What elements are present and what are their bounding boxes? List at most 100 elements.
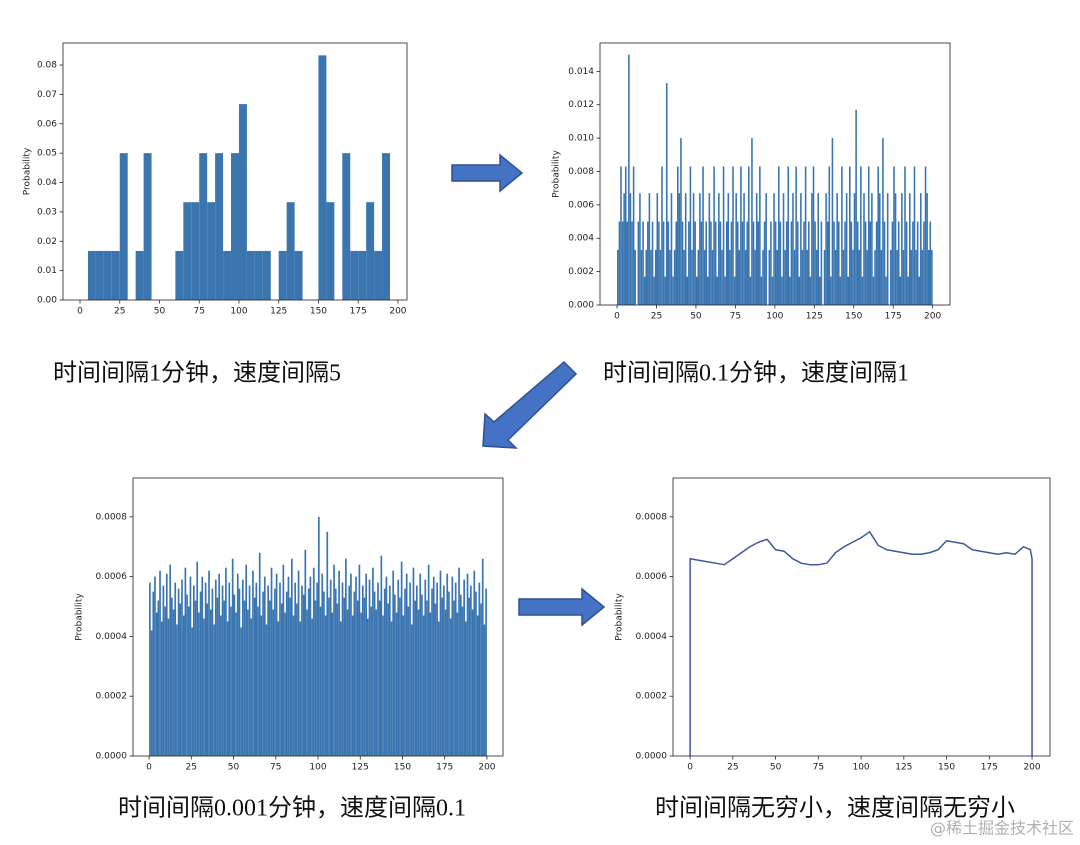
bar xyxy=(659,249,662,305)
bar xyxy=(809,276,812,305)
x-tick-label: 0 xyxy=(687,763,693,773)
bar xyxy=(254,250,263,300)
bar xyxy=(373,591,376,756)
y-tick-label: 0.014 xyxy=(568,67,594,77)
bar xyxy=(410,624,413,756)
x-tick-label: 175 xyxy=(981,763,998,773)
bar xyxy=(341,582,344,756)
x-tick-label: 200 xyxy=(478,763,495,773)
bar xyxy=(353,591,356,756)
bar xyxy=(478,582,481,756)
bar xyxy=(466,573,469,756)
bar xyxy=(642,221,644,305)
x-tick-label: 0 xyxy=(614,312,620,322)
bar xyxy=(700,221,703,305)
bar xyxy=(904,166,906,305)
bar xyxy=(448,591,450,756)
bar xyxy=(179,603,182,756)
bar xyxy=(814,221,816,305)
bar xyxy=(385,576,388,756)
bar xyxy=(782,193,785,305)
bar xyxy=(414,600,416,756)
bar xyxy=(927,249,930,305)
bar xyxy=(763,221,766,305)
x-tick-label: 200 xyxy=(1023,763,1040,773)
bar xyxy=(230,606,232,756)
bar xyxy=(326,531,329,756)
bar xyxy=(290,558,293,756)
bar xyxy=(95,250,104,300)
y-tick-label: 0.006 xyxy=(568,200,594,210)
bar xyxy=(789,276,791,305)
bar xyxy=(365,573,367,756)
bar xyxy=(370,606,373,756)
x-tick-label: 75 xyxy=(194,307,205,317)
bar xyxy=(186,594,188,756)
bar xyxy=(358,564,361,756)
bar xyxy=(908,193,911,305)
bar xyxy=(738,249,741,305)
arrow-right xyxy=(518,587,606,627)
bar xyxy=(343,597,346,756)
bar xyxy=(238,588,241,756)
bar xyxy=(669,249,671,305)
bar xyxy=(815,249,818,305)
bar xyxy=(444,609,447,756)
x-tick-label: 75 xyxy=(270,763,281,773)
bar xyxy=(751,138,753,305)
bar xyxy=(639,193,641,305)
bar xyxy=(426,600,428,756)
x-tick-label: 150 xyxy=(938,763,955,773)
x-tick-label: 75 xyxy=(730,312,741,322)
bar xyxy=(722,166,725,305)
line xyxy=(689,531,1033,756)
bar xyxy=(258,552,261,756)
bar xyxy=(744,249,747,305)
bar xyxy=(279,582,281,756)
bar xyxy=(628,54,630,305)
y-tick-label: 0.06 xyxy=(37,119,57,129)
bar xyxy=(736,221,739,305)
bar xyxy=(169,564,172,756)
bar xyxy=(449,618,452,756)
bar xyxy=(443,585,445,756)
y-tick-label: 0.004 xyxy=(568,234,594,244)
bar xyxy=(929,221,932,305)
bar xyxy=(155,612,158,756)
bar xyxy=(318,516,320,756)
bar xyxy=(867,166,870,305)
bar xyxy=(328,597,330,756)
bar xyxy=(194,600,197,756)
bar xyxy=(883,221,886,305)
bar xyxy=(87,250,96,300)
bar xyxy=(648,193,651,305)
bar xyxy=(204,582,207,756)
bar xyxy=(277,621,280,756)
bar xyxy=(208,570,210,756)
bar xyxy=(299,621,302,756)
bar xyxy=(686,276,689,305)
bar xyxy=(350,250,359,300)
x-tick-label: 25 xyxy=(651,312,662,322)
bar xyxy=(773,193,775,305)
bar xyxy=(675,221,678,305)
y-tick-label: 0.0002 xyxy=(636,692,668,702)
bar xyxy=(476,615,479,756)
bar xyxy=(191,627,193,756)
bar xyxy=(240,627,242,756)
bar xyxy=(733,276,736,305)
bar xyxy=(473,570,476,756)
bar xyxy=(886,193,889,305)
bar xyxy=(871,193,873,305)
bar xyxy=(735,193,737,305)
bar xyxy=(812,166,815,305)
bar xyxy=(422,615,425,756)
bar xyxy=(324,615,327,756)
bar xyxy=(716,276,719,305)
bar xyxy=(346,609,349,756)
bar xyxy=(623,193,625,305)
bar xyxy=(458,567,460,756)
bar xyxy=(167,618,170,756)
bar xyxy=(471,609,474,756)
bar xyxy=(196,561,199,756)
